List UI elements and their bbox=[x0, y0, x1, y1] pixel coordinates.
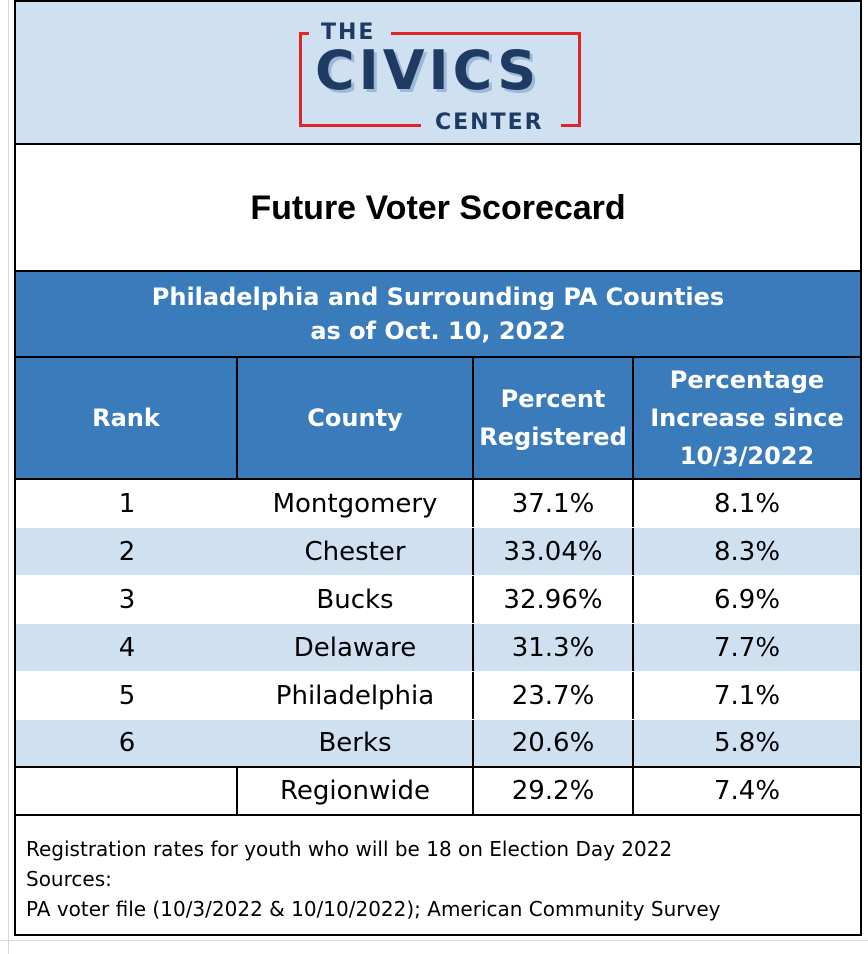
logo-text-civics: CIVICS bbox=[315, 39, 541, 102]
increase-cell: 7.4% bbox=[713, 776, 781, 806]
increase-cell: 7.1% bbox=[713, 680, 781, 711]
table-header-row: Rank County Percent Registered Percentag… bbox=[16, 358, 860, 480]
percent-cell: 31.3% bbox=[474, 624, 634, 671]
table-row: 2 Chester 33.04% 8.3% bbox=[16, 528, 860, 576]
table-row: 3 Bucks 32.96% 6.9% bbox=[16, 576, 860, 624]
subtitle-line-1: Philadelphia and Surrounding PA Counties bbox=[151, 283, 725, 311]
civics-center-logo: THE CIVICS CENTER bbox=[299, 14, 581, 134]
increase-cell: 8.3% bbox=[713, 536, 781, 567]
rank-cell bbox=[16, 768, 238, 814]
footnote-sources: PA voter file (10/3/2022 & 10/10/2022); … bbox=[26, 897, 721, 921]
logo-frame bbox=[299, 124, 421, 127]
percent-cell: 33.04% bbox=[474, 528, 634, 575]
subtitle-line-2: as of Oct. 10, 2022 bbox=[310, 317, 566, 345]
rank-cell: 5 bbox=[118, 680, 136, 711]
table-row: 6 Berks 20.6% 5.8% bbox=[16, 720, 860, 768]
logo-frame bbox=[578, 32, 581, 127]
logo-frame bbox=[299, 32, 309, 35]
scorecard-table: Rank County Percent Registered Percentag… bbox=[16, 358, 860, 816]
county-cell: Montgomery bbox=[238, 480, 474, 527]
percent-cell: 29.2% bbox=[474, 768, 634, 814]
increase-cell: 6.9% bbox=[713, 584, 781, 615]
sheet-gridline bbox=[8, 0, 9, 954]
logo-text-center: CENTER bbox=[431, 112, 548, 134]
header-rank: Rank bbox=[16, 358, 238, 478]
county-cell: Delaware bbox=[238, 624, 474, 671]
county-cell: Philadelphia bbox=[238, 672, 474, 719]
rank-cell: 1 bbox=[118, 488, 136, 519]
county-cell: Berks bbox=[238, 720, 474, 766]
percent-cell: 20.6% bbox=[474, 720, 634, 766]
county-cell: Regionwide bbox=[238, 768, 474, 814]
rank-cell: 2 bbox=[118, 536, 136, 567]
county-cell: Chester bbox=[238, 528, 474, 575]
table-row: 5 Philadelphia 23.7% 7.1% bbox=[16, 672, 860, 720]
percent-cell: 23.7% bbox=[474, 672, 634, 719]
logo-band: THE CIVICS CENTER bbox=[16, 2, 860, 145]
rank-cell: 6 bbox=[118, 728, 136, 758]
footnote: Registration rates for youth who will be… bbox=[16, 818, 860, 936]
table-row: 1 Montgomery 37.1% 8.1% bbox=[16, 480, 860, 528]
rank-cell: 3 bbox=[118, 584, 136, 615]
regionwide-row: Regionwide 29.2% 7.4% bbox=[16, 768, 860, 816]
table-row: 4 Delaware 31.3% 7.7% bbox=[16, 624, 860, 672]
subtitle-band: Philadelphia and Surrounding PA Counties… bbox=[16, 272, 860, 358]
percent-cell: 37.1% bbox=[474, 480, 634, 527]
footnote-sources-label: Sources: bbox=[26, 867, 112, 891]
header-percent-registered: Percent Registered bbox=[474, 358, 634, 478]
rank-cell: 4 bbox=[118, 632, 136, 663]
footnote-description: Registration rates for youth who will be… bbox=[26, 837, 673, 861]
page-title: Future Voter Scorecard bbox=[250, 189, 626, 227]
increase-cell: 7.7% bbox=[713, 632, 781, 663]
scorecard: THE CIVICS CENTER Future Voter Scorecard… bbox=[14, 0, 862, 936]
header-percentage-increase: Percentage Increase since 10/3/2022 bbox=[650, 366, 844, 470]
county-cell: Bucks bbox=[238, 576, 474, 623]
increase-cell: 8.1% bbox=[713, 488, 781, 519]
logo-frame bbox=[561, 124, 581, 127]
title-band: Future Voter Scorecard bbox=[16, 145, 860, 272]
header-county: County bbox=[238, 358, 474, 478]
percent-cell: 32.96% bbox=[474, 576, 634, 623]
logo-text-the: THE bbox=[317, 20, 380, 45]
logo-frame bbox=[391, 32, 581, 35]
sheet-gridline bbox=[0, 940, 868, 941]
logo-frame bbox=[299, 32, 302, 127]
increase-cell: 5.8% bbox=[713, 728, 781, 758]
